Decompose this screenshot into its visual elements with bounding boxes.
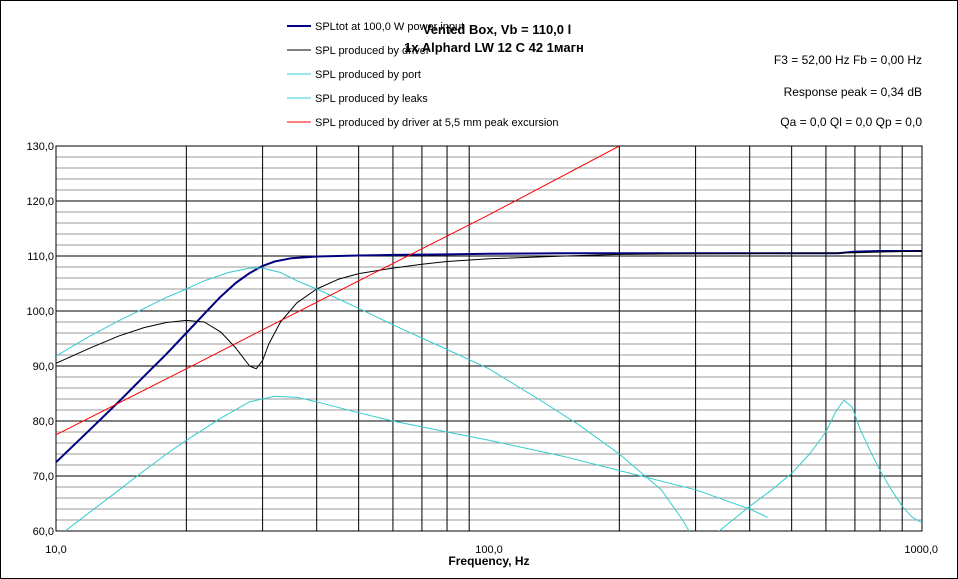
- plot-border: [55, 145, 923, 532]
- chart-title: Vented Box, Vb = 110,0 l: [423, 22, 571, 37]
- x-tick-labels: 10,0 100,0 1000,0: [45, 544, 938, 556]
- annotation-response-peak: Response peak = 0,34 dB: [784, 85, 922, 99]
- x-tick-label: 100,0: [475, 544, 503, 556]
- series-line-3: [56, 267, 690, 531]
- y-tick-label: 110,0: [27, 251, 54, 263]
- annotation-f3-fb: F3 = 52,00 Hz Fb = 0,00 Hz: [774, 53, 922, 67]
- legend-label: SPL produced by leaks: [315, 93, 428, 105]
- y-tick-label: 70,0: [33, 471, 54, 483]
- y-tick-label: 120,0: [26, 196, 54, 208]
- chart-subtitle: 1x Alphard LW 12 C 42 1магн: [404, 40, 584, 55]
- y-tick-label: 60,0: [33, 526, 54, 538]
- grid-minor: [56, 156, 922, 521]
- legend-label: SPL produced by port: [315, 69, 421, 81]
- series-layer: [56, 146, 922, 531]
- annotation-q-values: Qa = 0,0 Ql = 0,0 Qp = 0,0: [780, 115, 922, 129]
- x-axis-title: Frequency, Hz: [448, 554, 529, 568]
- series-line-4-segment-2: [717, 399, 922, 531]
- y-tick-label: 130,0: [26, 141, 54, 153]
- series-line-5: [56, 146, 620, 436]
- y-tick-label: 100,0: [26, 306, 54, 318]
- x-tick-label: 10,0: [45, 544, 66, 556]
- plot-area: [56, 146, 922, 531]
- x-tick-label: 1000,0: [904, 544, 938, 556]
- legend-label: SPLtot at 100,0 W power input: [315, 21, 464, 33]
- series-line-4: [64, 395, 768, 531]
- y-tick-label: 90,0: [33, 361, 54, 373]
- y-tick-labels: 60,0 70,0 80,0 90,0 100,0 110,0 120,0 130,0: [26, 141, 54, 538]
- grid-major: [56, 145, 922, 532]
- legend-label: SPL produced by driver: [315, 45, 430, 57]
- legend: SPLtot at 100,0 W power input SPL produce…: [287, 21, 559, 129]
- series-line-2: [56, 250, 922, 370]
- legend-label: SPL produced by driver at 5,5 mm peak ex…: [315, 117, 559, 129]
- y-tick-label: 80,0: [33, 416, 54, 428]
